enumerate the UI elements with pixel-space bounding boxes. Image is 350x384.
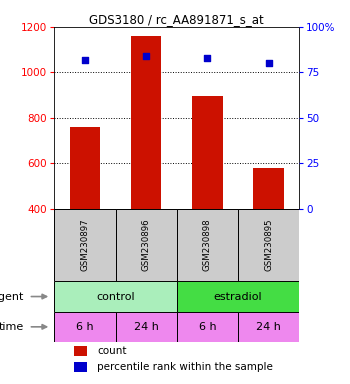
Text: GSM230898: GSM230898 — [203, 219, 212, 271]
Bar — [54, 312, 116, 342]
Bar — [177, 281, 299, 312]
Text: GSM230897: GSM230897 — [80, 219, 89, 271]
Text: time: time — [0, 322, 24, 332]
Bar — [177, 312, 238, 342]
Bar — [54, 281, 177, 312]
Text: estradiol: estradiol — [214, 291, 262, 301]
Bar — [192, 96, 223, 209]
Text: percentile rank within the sample: percentile rank within the sample — [97, 362, 273, 372]
Bar — [54, 209, 116, 281]
Text: 24 h: 24 h — [256, 322, 281, 332]
Bar — [238, 209, 299, 281]
Text: agent: agent — [0, 291, 24, 301]
Bar — [131, 36, 161, 209]
Bar — [238, 312, 299, 342]
Text: 24 h: 24 h — [134, 322, 159, 332]
Point — [204, 55, 210, 61]
Text: GSM230895: GSM230895 — [264, 219, 273, 271]
Text: count: count — [97, 346, 127, 356]
Title: GDS3180 / rc_AA891871_s_at: GDS3180 / rc_AA891871_s_at — [89, 13, 264, 26]
Bar — [74, 362, 87, 372]
Bar — [74, 346, 87, 356]
Bar — [116, 312, 177, 342]
Point — [266, 60, 272, 66]
Bar — [177, 209, 238, 281]
Text: control: control — [96, 291, 135, 301]
Bar — [70, 127, 100, 209]
Text: GSM230896: GSM230896 — [142, 219, 150, 271]
Text: 6 h: 6 h — [76, 322, 94, 332]
Bar — [253, 168, 284, 209]
Point — [82, 56, 88, 63]
Text: 6 h: 6 h — [198, 322, 216, 332]
Point — [144, 53, 149, 59]
Bar — [116, 209, 177, 281]
